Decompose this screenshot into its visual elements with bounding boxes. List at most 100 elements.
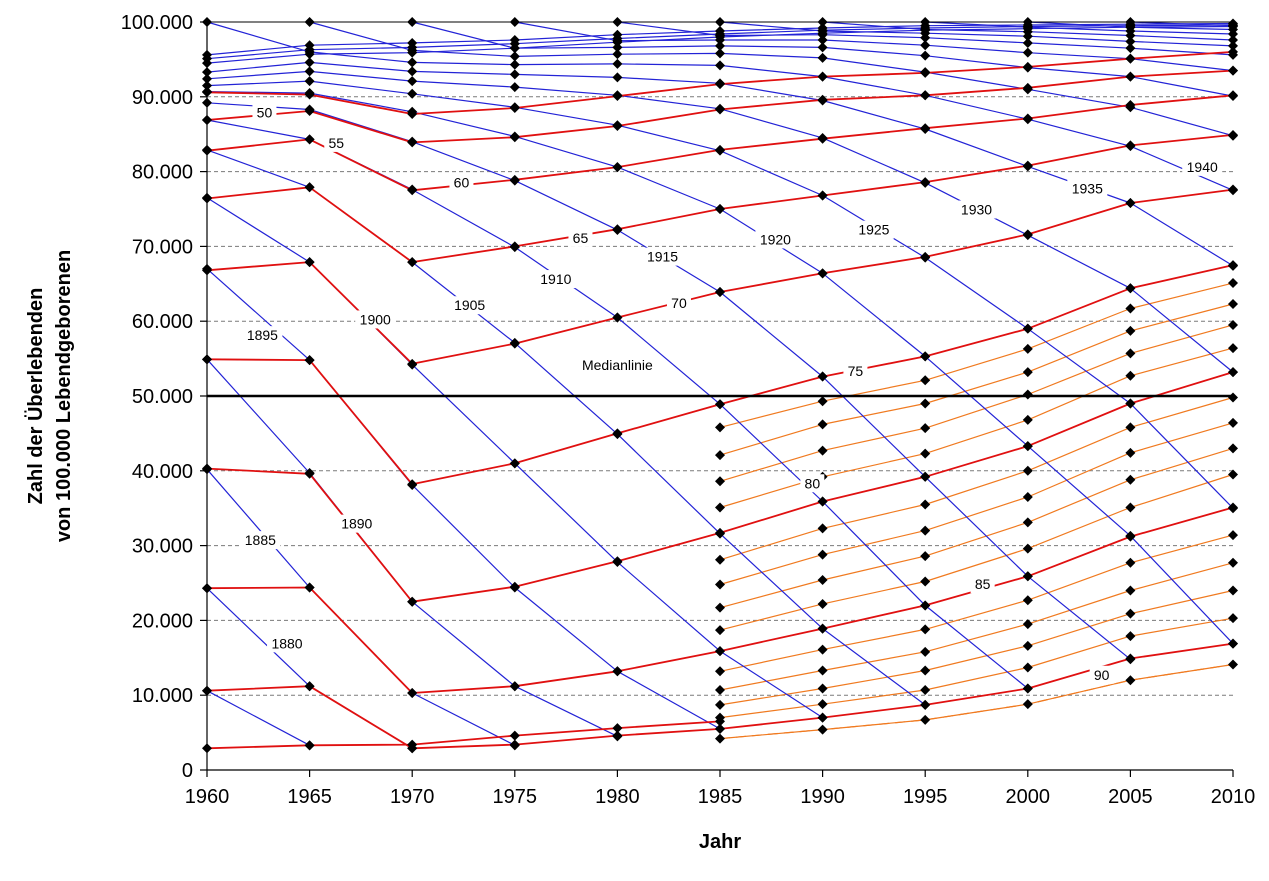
data-point-marker <box>920 624 931 635</box>
data-point-marker <box>920 665 931 676</box>
data-point-marker <box>1228 469 1238 480</box>
data-point-marker <box>715 31 725 42</box>
data-point-marker <box>509 458 520 469</box>
data-point-marker <box>715 204 725 214</box>
data-point-marker <box>1022 160 1033 171</box>
data-point-marker <box>817 268 828 279</box>
x-axis-title: Jahr <box>699 831 741 853</box>
x-tick-label: 1990 <box>800 786 845 808</box>
y-tick-label: 60.000 <box>132 311 193 333</box>
age-line <box>206 188 1234 365</box>
data-point-marker <box>1228 638 1238 649</box>
data-point-marker <box>715 646 725 657</box>
cohort-line <box>309 21 1234 137</box>
estimated-age-line <box>719 422 1234 586</box>
data-point-marker <box>304 582 315 593</box>
data-point-marker <box>920 499 931 510</box>
cohort-line-label: 1910 <box>540 271 571 287</box>
estimated-age-line-dashed <box>719 663 1234 740</box>
data-point-marker <box>612 37 623 48</box>
age-line-label-bg <box>800 474 825 493</box>
data-point-marker <box>304 681 315 692</box>
data-point-marker <box>1125 140 1136 151</box>
data-point-marker <box>1125 447 1136 458</box>
data-point-marker <box>715 399 725 410</box>
data-point-marker <box>1125 474 1136 485</box>
data-point-marker <box>509 43 520 54</box>
data-point-marker <box>715 60 725 71</box>
age-line-label: 75 <box>848 363 864 379</box>
estimated-age-line <box>719 282 1234 428</box>
data-point-marker <box>407 76 418 87</box>
data-point-marker <box>715 666 725 677</box>
cohort-line-label: 1905 <box>454 297 485 313</box>
cohort-line-label-bg <box>449 296 490 315</box>
cohort-line-label-bg <box>267 634 308 653</box>
age-line-label: 55 <box>328 135 344 151</box>
y-axis-title-line-2: von 100.000 Lebendgeborenen <box>53 250 75 542</box>
data-point-marker <box>509 82 520 93</box>
age-line-label-bg <box>970 575 995 594</box>
data-point-marker <box>920 699 931 710</box>
data-point-marker <box>715 450 725 461</box>
data-point-marker <box>1228 502 1238 513</box>
cohort-line-label-bg <box>755 230 796 249</box>
data-point-marker <box>920 684 931 695</box>
data-point-marker <box>920 646 931 657</box>
data-point-marker <box>407 109 418 120</box>
cohort-line-label: 1925 <box>858 222 889 238</box>
data-point-marker <box>407 596 418 607</box>
data-point-marker <box>1125 422 1136 433</box>
data-point-marker <box>1228 392 1238 403</box>
age-line-label: 70 <box>671 295 687 311</box>
data-point-marker <box>407 257 418 268</box>
axes-layer: 1960 1965 1970 1975 1980 1985 1990 1995 2000 2005… <box>121 12 1256 808</box>
data-point-marker <box>920 375 931 386</box>
data-point-marker <box>1125 675 1136 686</box>
estimated-age-line <box>719 473 1234 631</box>
estimated-age-line <box>719 617 1234 719</box>
data-point-marker <box>1022 61 1033 72</box>
data-point-marker <box>612 428 623 439</box>
y-tick-label: 70.000 <box>132 236 193 258</box>
data-point-marker <box>715 684 725 695</box>
estimated-age-line <box>719 396 1234 561</box>
x-tick-label: 1995 <box>903 786 948 808</box>
data-point-marker <box>817 190 828 201</box>
cohort-line-label: 1890 <box>341 516 372 532</box>
x-tick-label: 1975 <box>493 786 538 808</box>
x-tick-label: 1980 <box>595 786 640 808</box>
cohort-line-label-bg <box>242 326 283 345</box>
cohort-line-label: 1930 <box>961 201 992 217</box>
age-line-label: 65 <box>573 230 589 246</box>
data-point-marker <box>1228 278 1238 289</box>
labels-layer: Medianlinie 1880 1885 1890 1895 1900 1905 1910 1… <box>240 103 1223 684</box>
data-point-marker <box>817 598 828 609</box>
x-tick-label: 1985 <box>698 786 743 808</box>
age-line-label: 80 <box>805 475 821 491</box>
data-point-marker <box>1022 323 1033 334</box>
data-point-marker <box>1022 47 1033 58</box>
data-point-marker <box>920 123 931 134</box>
data-point-marker <box>407 358 418 369</box>
y-tick-label: 0 <box>182 760 193 782</box>
cohort-line-label-bg <box>853 220 894 239</box>
data-point-marker <box>1228 530 1238 541</box>
data-point-marker <box>1022 619 1033 630</box>
y-tick-label: 100.000 <box>121 12 193 34</box>
data-point-marker <box>1228 557 1238 568</box>
data-point-marker <box>1228 46 1238 57</box>
data-point-marker <box>612 42 623 53</box>
data-point-marker <box>817 575 828 586</box>
data-point-marker <box>1125 71 1136 82</box>
data-point-marker <box>1022 543 1033 554</box>
data-point-marker <box>920 50 931 61</box>
estimated-age-line <box>719 534 1234 672</box>
data-point-marker <box>304 468 315 479</box>
cohort-line-label: 1880 <box>271 635 302 651</box>
data-point-marker <box>1022 82 1033 93</box>
data-point-marker <box>1022 37 1033 48</box>
data-point-marker <box>920 177 931 188</box>
data-point-marker <box>1125 398 1136 409</box>
